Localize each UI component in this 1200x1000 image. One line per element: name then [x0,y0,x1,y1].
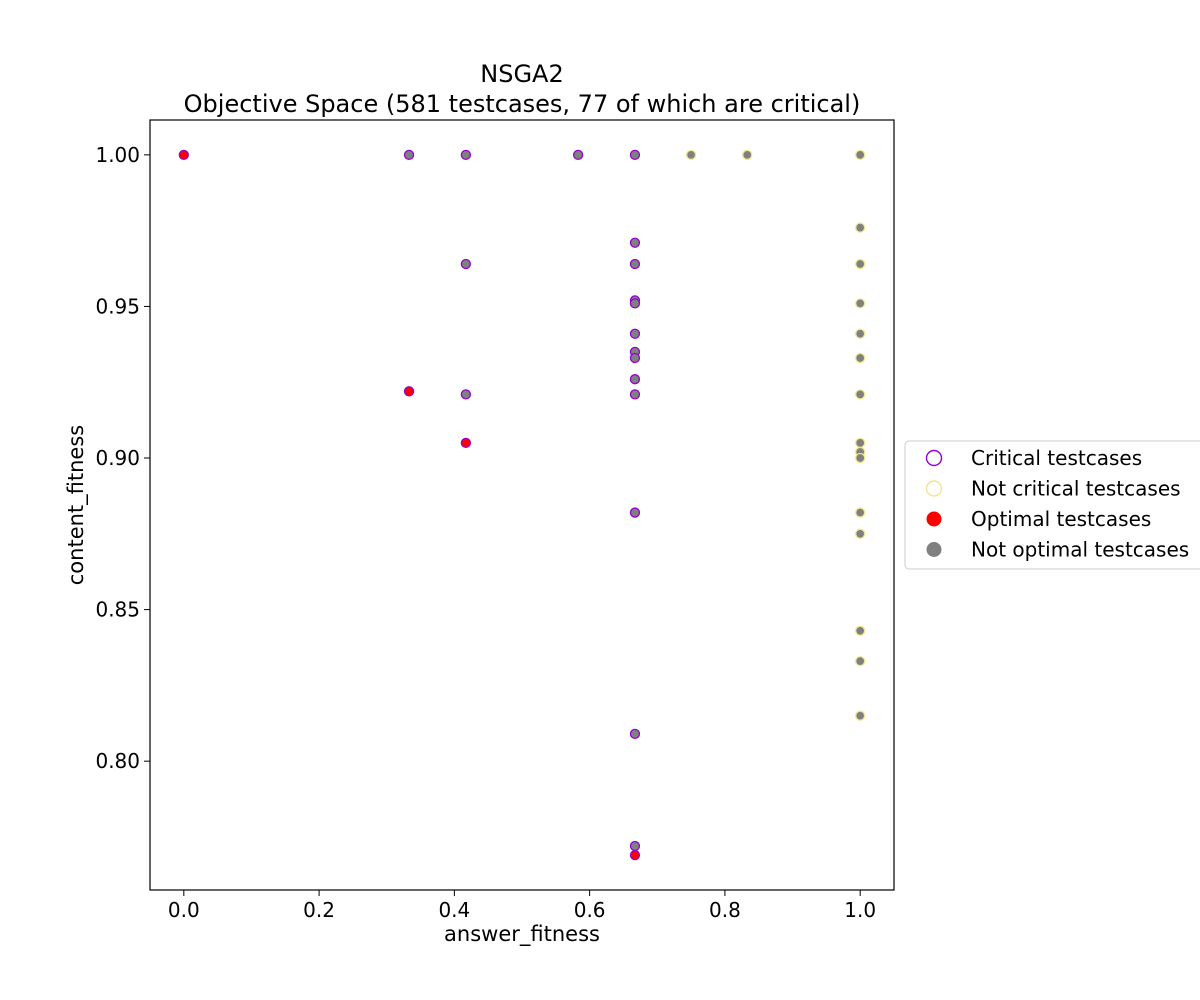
x-tick-label: 0.2 [303,898,335,922]
x-tick-label: 1.0 [844,898,876,922]
x-tick-label: 0.8 [709,898,741,922]
data-point [629,258,641,270]
legend-box [904,440,1200,570]
data-point [629,374,641,385]
data-point [460,258,472,270]
data-point [855,298,866,309]
data-point [403,386,415,397]
data-point [629,849,641,861]
data-point [855,437,866,449]
chart-title: NSGA2 [480,60,563,88]
data-point [855,655,866,667]
y-tick-label: 0.85 [95,598,140,622]
data-point [855,452,866,464]
data-point [572,149,584,161]
data-point [855,528,866,539]
y-tick-label: 0.95 [95,294,140,318]
data-point [855,328,866,339]
legend-label: Critical testcases [971,446,1142,470]
data-point [460,389,472,400]
data-point [629,298,641,309]
data-point [629,389,641,400]
chart-subtitle: Objective Space (581 testcases, 77 of wh… [184,90,861,118]
y-axis-label: content_fitness [64,425,89,585]
x-axis: 0.0 0.2 0.4 0.6 0.8 1.0 [168,890,876,922]
data-point [629,507,641,518]
data-point [855,625,866,636]
data-point [629,728,641,740]
data-points [178,149,866,861]
legend-label: Not optimal testcases [971,538,1189,562]
y-tick-label: 0.80 [95,749,140,773]
data-point [629,237,641,248]
y-axis: 0.80 0.85 0.90 0.95 1.00 [95,143,150,773]
data-point [855,222,866,233]
legend-label: Not critical testcases [971,477,1181,501]
data-point [855,389,866,400]
x-tick-label: 0.0 [168,898,200,922]
legend-marker [925,449,943,467]
legend-marker [926,511,942,527]
data-point [178,149,189,161]
data-point [403,149,415,161]
plot-area [149,119,895,891]
data-point [855,710,866,721]
data-point [460,437,472,449]
data-point [742,149,753,161]
data-point [629,840,641,852]
data-point [629,328,641,339]
data-point [855,258,866,270]
data-point [685,149,697,161]
data-point [855,507,866,518]
legend-label: Optimal testcases [971,507,1151,531]
x-tick-label: 0.6 [574,898,606,922]
legend-marker [925,480,943,497]
x-axis-label: answer_fitness [444,922,600,947]
data-point [460,149,472,161]
data-point [855,149,866,161]
legend: Critical testcases Not critical testcases… [904,440,1200,570]
y-tick-label: 0.90 [95,446,140,470]
x-tick-label: 0.4 [438,898,470,922]
data-point [855,352,866,364]
y-tick-label: 1.00 [95,143,140,167]
data-point [629,149,641,161]
data-point [629,352,641,364]
legend-marker [926,542,942,557]
